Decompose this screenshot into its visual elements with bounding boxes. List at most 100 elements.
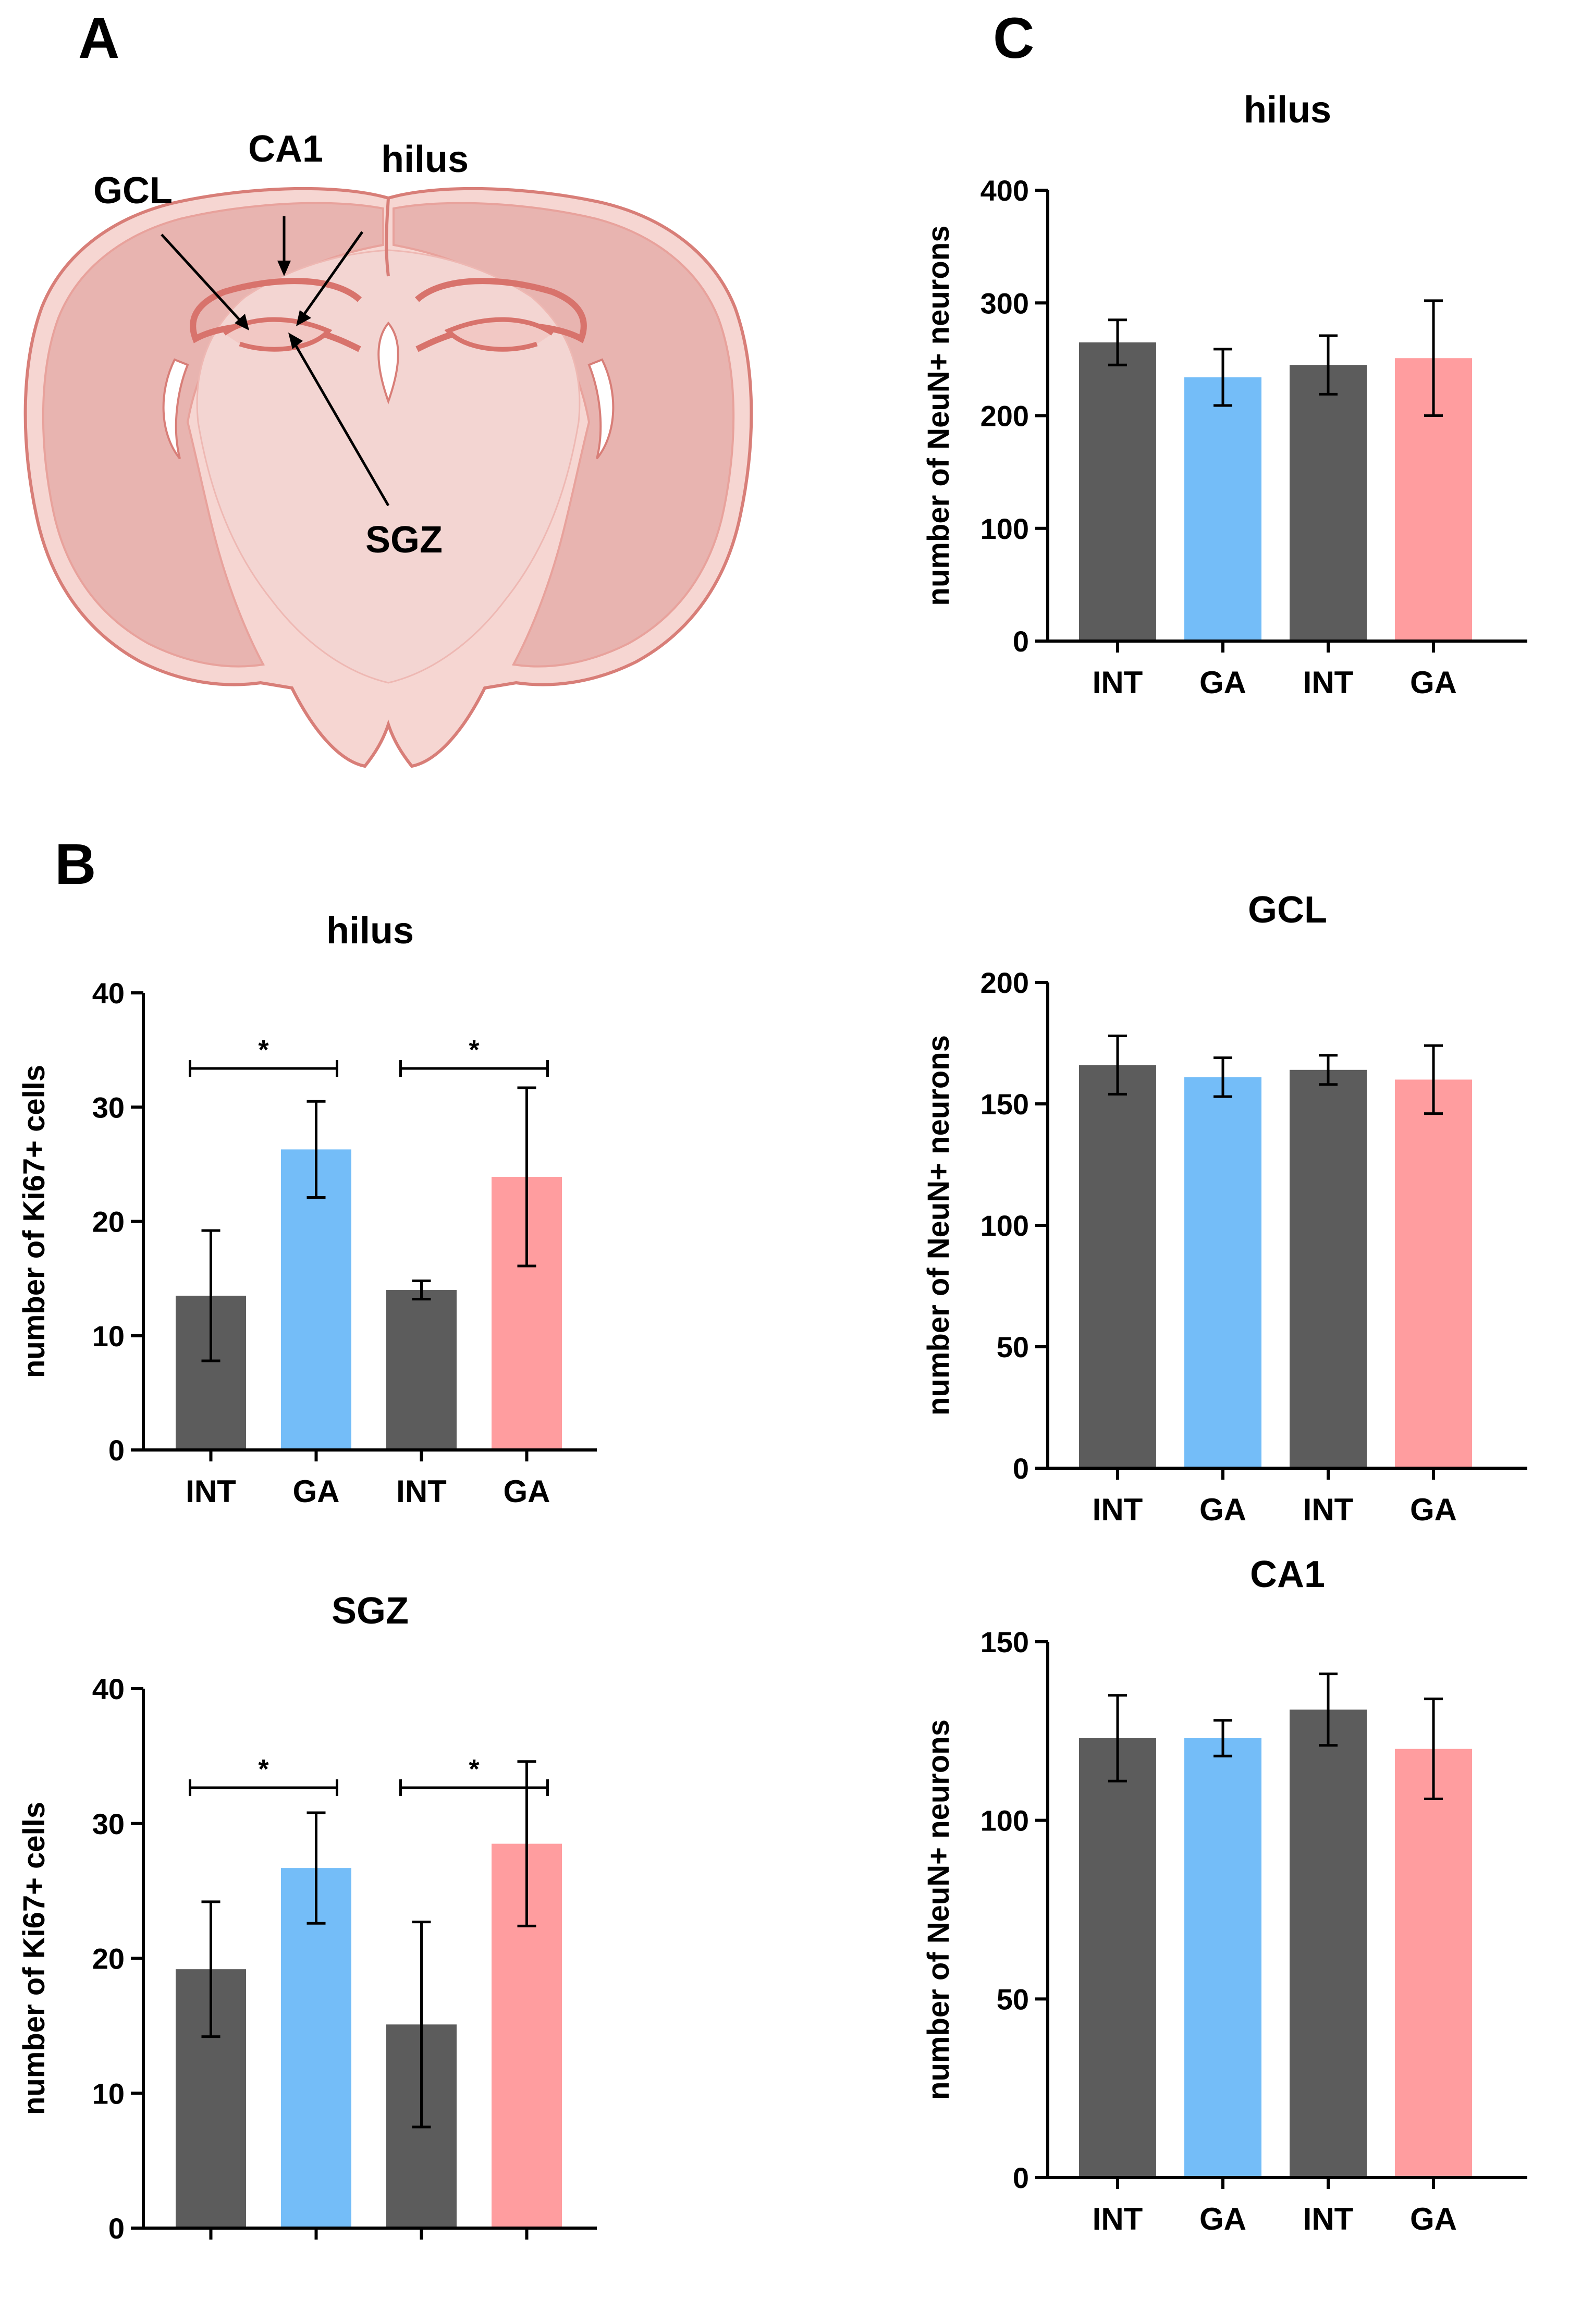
hippocampus-right-dg bbox=[444, 317, 554, 352]
x-tick-label: GA bbox=[1410, 665, 1457, 700]
ventricle-left bbox=[162, 358, 189, 460]
x-tick-label: INT bbox=[1093, 2202, 1143, 2236]
error-bar-1 bbox=[1108, 1035, 1127, 1096]
error-bar-4 bbox=[1424, 299, 1443, 417]
bar-4 bbox=[1395, 1749, 1472, 2178]
error-bar-2 bbox=[1213, 348, 1232, 407]
chart-c-ca1: CA1 number of NeuN+ neurons INT GA INT GA 0 50 1… bbox=[922, 1554, 1527, 2236]
x-tick-label: INT bbox=[1303, 1492, 1354, 1527]
bar-4 bbox=[1395, 1079, 1472, 1468]
error-bar-4 bbox=[1424, 1044, 1443, 1115]
y-tick-label: 150 bbox=[980, 1088, 1029, 1121]
error-bar-3 bbox=[1319, 1673, 1338, 1747]
bar-1 bbox=[1079, 1065, 1156, 1468]
significance-bracket-2 bbox=[399, 1779, 549, 1796]
significance-label: * bbox=[469, 1035, 480, 1065]
y-tick-label: 20 bbox=[92, 1206, 125, 1238]
chart-title: CA1 bbox=[1250, 1554, 1325, 1595]
panel-letter-a: A bbox=[78, 6, 120, 70]
x-tick-label: INT bbox=[186, 1474, 236, 1509]
significance-bracket-1 bbox=[189, 1779, 338, 1796]
error-bar-4 bbox=[517, 1086, 536, 1268]
y-tick-label: 50 bbox=[997, 1331, 1029, 1363]
x-tick-label: GA bbox=[1410, 2202, 1457, 2236]
hippocampus-left-dg bbox=[223, 317, 333, 352]
error-bar-2 bbox=[1213, 1719, 1232, 1757]
significance-bracket-2 bbox=[399, 1060, 549, 1077]
x-tick-label: INT bbox=[396, 1474, 447, 1509]
chart-c-hilus: hilus number of NeuN+ neurons INT GA INT GA 0 1… bbox=[922, 89, 1527, 700]
chart-title: SGZ bbox=[332, 1590, 409, 1632]
x-tick-label: GA bbox=[1199, 2202, 1246, 2236]
chart-title: hilus bbox=[1244, 89, 1331, 131]
error-bar-2 bbox=[307, 1811, 326, 1925]
y-tick-label: 400 bbox=[980, 174, 1029, 207]
brain-label-sgz: SGZ bbox=[365, 519, 443, 561]
y-tick-label: 0 bbox=[1013, 2161, 1029, 2194]
y-tick-label: 20 bbox=[92, 1942, 125, 1975]
error-bar-2 bbox=[307, 1100, 326, 1199]
x-tick-label: GA bbox=[504, 1474, 550, 1509]
y-tick-label: 40 bbox=[92, 1673, 125, 1705]
bar-3 bbox=[1290, 1710, 1367, 2178]
error-bar-1 bbox=[201, 1900, 220, 2038]
y-axis-label: number of NeuN+ neurons bbox=[922, 226, 955, 606]
error-bar-3 bbox=[412, 1921, 431, 2129]
chart-title: hilus bbox=[326, 910, 414, 952]
y-tick-label: 200 bbox=[980, 400, 1029, 433]
y-tick-label: 50 bbox=[997, 1983, 1029, 2015]
y-tick-label: 100 bbox=[980, 512, 1029, 545]
chart-c-gcl: GCL number of NeuN+ neurons INT GA INT GA 0 50 1… bbox=[922, 889, 1527, 1527]
bar-2 bbox=[1184, 1738, 1261, 2178]
bar-3 bbox=[1290, 1069, 1367, 1468]
y-tick-label: 0 bbox=[1013, 1452, 1029, 1485]
bar-2 bbox=[281, 1149, 351, 1450]
y-tick-label: 100 bbox=[980, 1209, 1029, 1242]
y-tick-label: 0 bbox=[108, 1434, 125, 1467]
y-axis-label: number of Ki67+ cells bbox=[17, 1802, 51, 2115]
y-tick-label: 100 bbox=[980, 1804, 1029, 1837]
error-bar-3 bbox=[412, 1280, 431, 1301]
error-bar-1 bbox=[1108, 318, 1127, 366]
y-tick-label: 300 bbox=[980, 287, 1029, 319]
x-tick-label: GA bbox=[293, 1474, 340, 1509]
chart-b-hilus: hilus number of Ki67+ cells INT GA INT GA 0 10 2… bbox=[17, 910, 597, 1509]
brain-section-illustration: GCL CA1 hilus SGZ bbox=[23, 128, 753, 768]
chart-title: GCL bbox=[1248, 889, 1327, 931]
bar-1 bbox=[1079, 342, 1156, 641]
significance-label: * bbox=[469, 1754, 480, 1785]
bar-3 bbox=[1290, 365, 1367, 641]
x-tick-label: INT bbox=[1303, 665, 1354, 700]
y-tick-label: 0 bbox=[108, 2212, 125, 2245]
error-bar-2 bbox=[1213, 1056, 1232, 1098]
y-tick-label: 200 bbox=[980, 966, 1029, 999]
brain-label-gcl: GCL bbox=[93, 170, 173, 212]
y-tick-label: 0 bbox=[1013, 625, 1029, 658]
label-arrows bbox=[161, 216, 390, 507]
significance-bracket-1 bbox=[189, 1060, 338, 1077]
y-tick-label: 10 bbox=[92, 2077, 125, 2110]
significance-label: * bbox=[258, 1754, 269, 1785]
label-arrowheads bbox=[235, 261, 311, 349]
brain-label-ca1: CA1 bbox=[248, 128, 323, 170]
x-tick-label: INT bbox=[1093, 665, 1143, 700]
bar-2 bbox=[281, 1868, 351, 2228]
brain-label-hilus: hilus bbox=[381, 139, 469, 180]
y-axis-label: number of Ki67+ cells bbox=[17, 1065, 51, 1378]
y-tick-label: 150 bbox=[980, 1626, 1029, 1658]
significance-label: * bbox=[258, 1035, 269, 1065]
bar-2 bbox=[1184, 1077, 1261, 1468]
y-axis-label: number of NeuN+ neurons bbox=[922, 1035, 955, 1416]
y-tick-label: 40 bbox=[92, 977, 125, 1010]
x-tick-label: INT bbox=[1093, 1492, 1143, 1527]
x-tick-label: GA bbox=[1199, 1492, 1246, 1527]
x-tick-label: GA bbox=[1199, 665, 1246, 700]
error-bar-1 bbox=[201, 1229, 220, 1362]
y-tick-label: 10 bbox=[92, 1320, 125, 1352]
ventricle-right bbox=[587, 358, 615, 460]
bar-3 bbox=[386, 1290, 457, 1450]
error-bar-4 bbox=[1424, 1698, 1443, 1801]
y-tick-label: 30 bbox=[92, 1807, 125, 1840]
